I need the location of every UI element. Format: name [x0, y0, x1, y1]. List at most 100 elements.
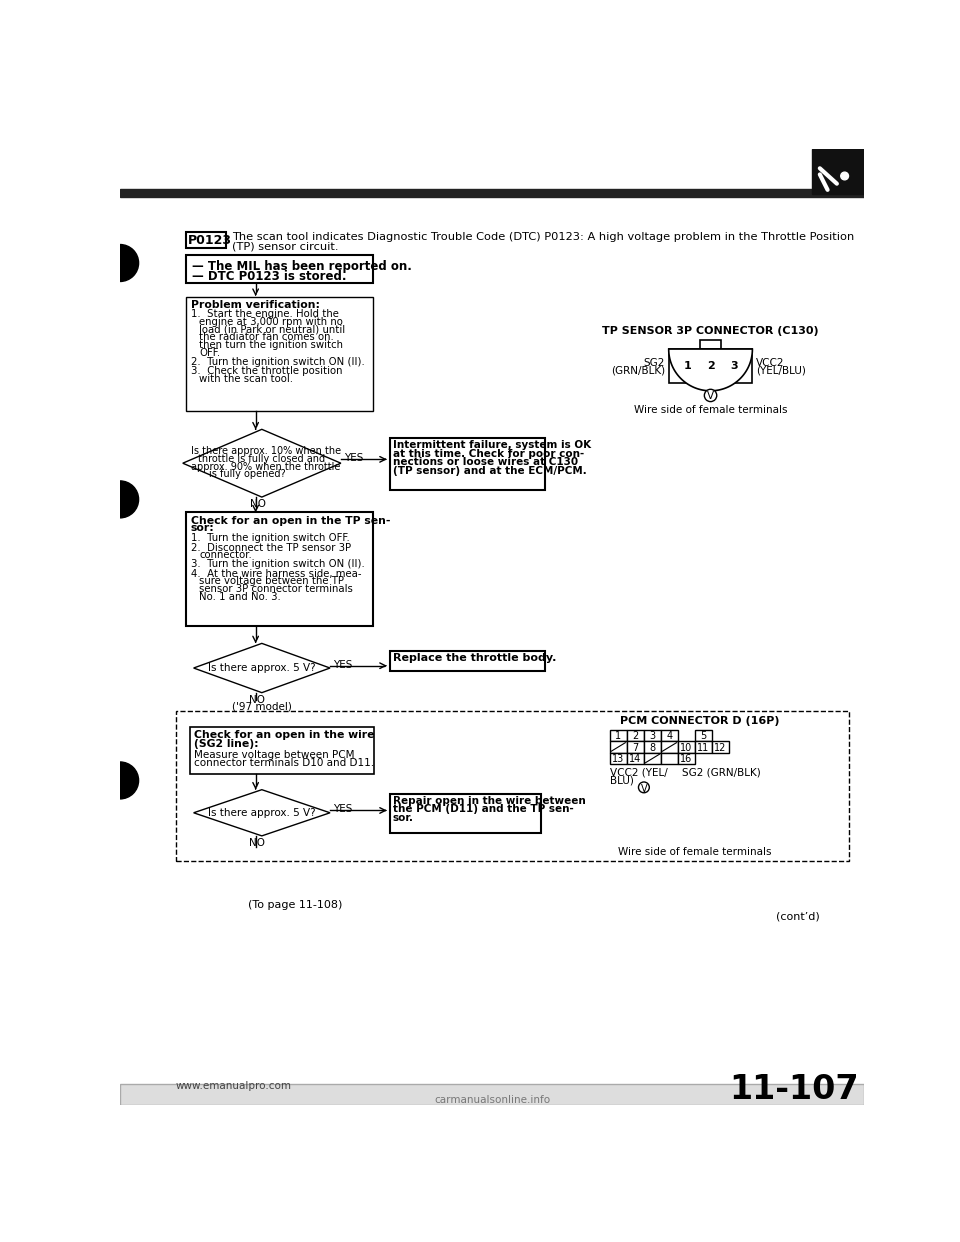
Text: 11: 11	[698, 743, 709, 753]
Text: 12: 12	[714, 743, 727, 753]
FancyBboxPatch shape	[644, 741, 660, 753]
Text: 8: 8	[649, 743, 656, 753]
Text: OFF.: OFF.	[199, 348, 220, 358]
Text: the radiator fan comes on.: the radiator fan comes on.	[199, 333, 334, 343]
FancyBboxPatch shape	[120, 1084, 864, 1105]
Text: NO: NO	[249, 838, 265, 848]
Text: BLU): BLU)	[610, 776, 634, 786]
Text: — The MIL has been reported on.: — The MIL has been reported on.	[192, 260, 412, 273]
Text: P0123: P0123	[187, 233, 231, 247]
Text: Check for an open in the TP sen-: Check for an open in the TP sen-	[190, 515, 390, 525]
Text: the PCM (D11) and the TP sen-: the PCM (D11) and the TP sen-	[393, 805, 573, 815]
FancyBboxPatch shape	[700, 340, 721, 349]
Text: engine at 3,000 rpm with no: engine at 3,000 rpm with no	[199, 317, 343, 327]
Text: YES: YES	[333, 660, 352, 669]
FancyBboxPatch shape	[610, 753, 627, 764]
FancyBboxPatch shape	[390, 651, 544, 671]
Text: (To page 11-108): (To page 11-108)	[248, 899, 343, 910]
Text: load (in Park or neutral) until: load (in Park or neutral) until	[199, 324, 346, 334]
Text: carmanualsonline.info: carmanualsonline.info	[434, 1094, 550, 1104]
FancyBboxPatch shape	[186, 232, 227, 247]
Circle shape	[841, 173, 849, 180]
Text: SG2 (GRN/BLK): SG2 (GRN/BLK)	[682, 768, 760, 777]
Text: 1.  Start the engine. Hold the: 1. Start the engine. Hold the	[190, 309, 338, 319]
Text: YES: YES	[333, 805, 352, 815]
FancyBboxPatch shape	[627, 753, 644, 764]
Text: 11-107: 11-107	[730, 1073, 859, 1107]
Text: 4: 4	[666, 732, 673, 741]
Text: 5: 5	[701, 732, 707, 741]
Text: approx. 90% when the throttle: approx. 90% when the throttle	[190, 462, 340, 472]
Polygon shape	[669, 349, 753, 391]
Text: (TP sensor) and at the ECM/PCM.: (TP sensor) and at the ECM/PCM.	[393, 466, 587, 476]
Text: (SG2 line):: (SG2 line):	[194, 739, 259, 749]
FancyBboxPatch shape	[610, 729, 627, 741]
FancyBboxPatch shape	[186, 297, 373, 411]
Text: (GRN/BLK): (GRN/BLK)	[611, 365, 665, 375]
Text: 2.  Turn the ignition switch ON (II).: 2. Turn the ignition switch ON (II).	[190, 356, 364, 366]
Text: 3: 3	[649, 732, 656, 741]
Text: 1: 1	[684, 360, 691, 371]
Text: ('97 model): ('97 model)	[232, 702, 292, 712]
FancyBboxPatch shape	[644, 753, 660, 764]
Circle shape	[102, 245, 138, 282]
Text: Intermittent failure, system is OK: Intermittent failure, system is OK	[393, 440, 591, 450]
FancyBboxPatch shape	[120, 189, 864, 196]
FancyBboxPatch shape	[812, 149, 864, 194]
Text: (cont’d): (cont’d)	[777, 912, 820, 922]
Text: — DTC P0123 is stored.: — DTC P0123 is stored.	[192, 270, 347, 283]
Text: with the scan tool.: with the scan tool.	[199, 374, 293, 384]
Text: 3.  Turn the ignition switch ON (II).: 3. Turn the ignition switch ON (II).	[190, 559, 364, 569]
Text: YES: YES	[344, 453, 363, 463]
Text: Measure voltage between PCM: Measure voltage between PCM	[194, 750, 355, 760]
Text: is fully opened?: is fully opened?	[209, 469, 286, 479]
FancyBboxPatch shape	[176, 712, 849, 861]
Text: www.emanualpro.com: www.emanualpro.com	[176, 1081, 292, 1090]
Text: NO: NO	[251, 499, 266, 509]
Text: sure voltage between the TP: sure voltage between the TP	[199, 576, 344, 586]
Text: VCC2: VCC2	[756, 358, 784, 368]
Text: (TP) sensor circuit.: (TP) sensor circuit.	[231, 241, 338, 251]
Text: 3: 3	[730, 360, 737, 371]
Text: Wire side of female terminals: Wire side of female terminals	[618, 847, 772, 857]
Text: No. 1 and No. 3.: No. 1 and No. 3.	[199, 591, 280, 602]
FancyBboxPatch shape	[186, 513, 373, 626]
Circle shape	[102, 761, 138, 799]
Text: SG2: SG2	[643, 358, 665, 368]
Text: 7: 7	[633, 743, 638, 753]
Text: (YEL/BLU): (YEL/BLU)	[756, 365, 806, 375]
Text: Replace the throttle body.: Replace the throttle body.	[393, 652, 556, 663]
Circle shape	[102, 481, 138, 518]
Text: Is there approx. 5 V?: Is there approx. 5 V?	[208, 663, 316, 673]
Text: connector terminals D10 and D11.: connector terminals D10 and D11.	[194, 758, 374, 768]
FancyBboxPatch shape	[390, 437, 544, 491]
FancyBboxPatch shape	[702, 355, 719, 373]
FancyBboxPatch shape	[610, 741, 627, 753]
FancyBboxPatch shape	[627, 729, 644, 741]
Text: PCM CONNECTOR D (16P): PCM CONNECTOR D (16P)	[620, 715, 780, 725]
FancyBboxPatch shape	[725, 355, 742, 373]
Text: V: V	[640, 784, 647, 794]
Text: sor:: sor:	[190, 523, 214, 533]
Polygon shape	[182, 430, 341, 497]
Text: 3.  Check the throttle position: 3. Check the throttle position	[190, 366, 342, 376]
FancyBboxPatch shape	[712, 741, 730, 753]
FancyBboxPatch shape	[190, 727, 374, 774]
FancyBboxPatch shape	[390, 795, 540, 833]
FancyBboxPatch shape	[660, 729, 678, 741]
Text: 2: 2	[633, 732, 638, 741]
FancyBboxPatch shape	[627, 741, 644, 753]
Text: 1.  Turn the ignition switch OFF.: 1. Turn the ignition switch OFF.	[190, 533, 349, 543]
Text: then turn the ignition switch: then turn the ignition switch	[199, 340, 343, 350]
Text: The scan tool indicates Diagnostic Trouble Code (DTC) P0123: A high voltage prob: The scan tool indicates Diagnostic Troub…	[231, 232, 853, 242]
FancyBboxPatch shape	[669, 349, 753, 383]
Circle shape	[638, 782, 649, 792]
Text: throttle is fully closed and: throttle is fully closed and	[198, 455, 324, 465]
FancyBboxPatch shape	[678, 753, 695, 764]
FancyBboxPatch shape	[660, 753, 678, 764]
Circle shape	[705, 389, 717, 401]
Text: Repair open in the wire between: Repair open in the wire between	[393, 796, 586, 806]
Text: sensor 3P connector terminals: sensor 3P connector terminals	[199, 584, 353, 594]
Text: 2: 2	[707, 360, 714, 371]
FancyBboxPatch shape	[679, 355, 696, 373]
